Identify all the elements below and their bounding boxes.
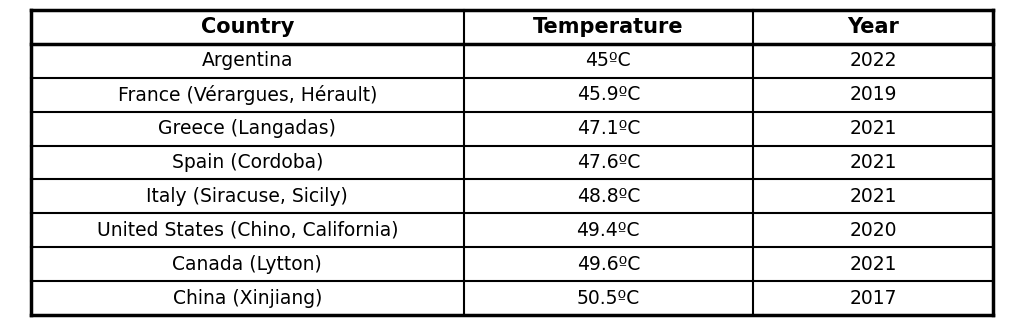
Text: 45ºC: 45ºC	[586, 51, 631, 70]
Text: 45.9ºC: 45.9ºC	[577, 85, 640, 104]
Text: Greece (Langadas): Greece (Langadas)	[159, 119, 336, 138]
Text: 2017: 2017	[849, 289, 897, 308]
Text: France (Vérargues, Hérault): France (Vérargues, Hérault)	[118, 84, 377, 105]
Text: Spain (Cordoba): Spain (Cordoba)	[172, 153, 323, 172]
Text: 2021: 2021	[849, 255, 897, 274]
Text: Argentina: Argentina	[202, 51, 293, 70]
Text: 49.4ºC: 49.4ºC	[577, 221, 640, 240]
Text: 50.5ºC: 50.5ºC	[577, 289, 640, 308]
Text: 49.6ºC: 49.6ºC	[577, 255, 640, 274]
Text: 48.8ºC: 48.8ºC	[577, 187, 640, 206]
Text: 2021: 2021	[849, 153, 897, 172]
Text: Country: Country	[201, 17, 294, 37]
Text: 2020: 2020	[849, 221, 897, 240]
Text: 47.6ºC: 47.6ºC	[577, 153, 640, 172]
Text: United States (Chino, California): United States (Chino, California)	[96, 221, 398, 240]
Text: Year: Year	[847, 17, 899, 37]
Text: Canada (Lytton): Canada (Lytton)	[172, 255, 323, 274]
Text: 47.1ºC: 47.1ºC	[577, 119, 640, 138]
Text: 2022: 2022	[849, 51, 897, 70]
Text: 2021: 2021	[849, 119, 897, 138]
Text: 2019: 2019	[849, 85, 897, 104]
Text: China (Xinjiang): China (Xinjiang)	[173, 289, 322, 308]
Text: Italy (Siracuse, Sicily): Italy (Siracuse, Sicily)	[146, 187, 348, 206]
Text: Temperature: Temperature	[532, 17, 684, 37]
Text: 2021: 2021	[849, 187, 897, 206]
